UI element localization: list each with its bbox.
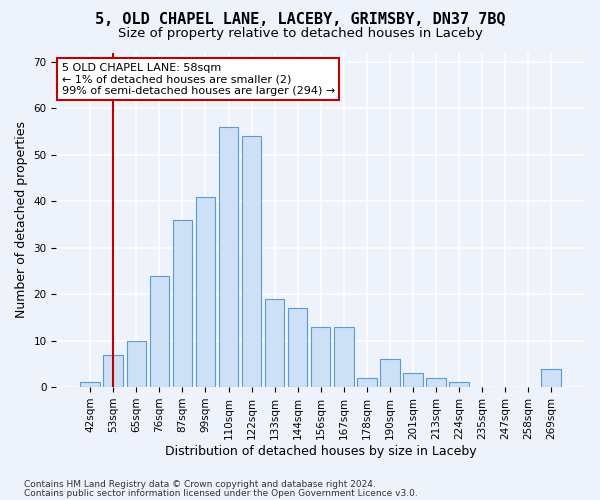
Text: Contains HM Land Registry data © Crown copyright and database right 2024.: Contains HM Land Registry data © Crown c…: [24, 480, 376, 489]
Text: 5 OLD CHAPEL LANE: 58sqm
← 1% of detached houses are smaller (2)
99% of semi-det: 5 OLD CHAPEL LANE: 58sqm ← 1% of detache…: [62, 62, 335, 96]
Bar: [196, 196, 215, 387]
Bar: [541, 368, 561, 387]
Bar: [334, 326, 353, 387]
Text: Contains public sector information licensed under the Open Government Licence v3: Contains public sector information licen…: [24, 488, 418, 498]
Bar: [357, 378, 377, 387]
Bar: [265, 299, 284, 387]
Text: Size of property relative to detached houses in Laceby: Size of property relative to detached ho…: [118, 28, 482, 40]
Bar: [426, 378, 446, 387]
Bar: [311, 326, 331, 387]
Bar: [173, 220, 192, 387]
Bar: [242, 136, 262, 387]
Bar: [149, 276, 169, 387]
Bar: [288, 308, 307, 387]
Bar: [449, 382, 469, 387]
Bar: [80, 382, 100, 387]
X-axis label: Distribution of detached houses by size in Laceby: Distribution of detached houses by size …: [165, 444, 476, 458]
Bar: [380, 359, 400, 387]
Bar: [103, 354, 123, 387]
Bar: [219, 127, 238, 387]
Bar: [127, 340, 146, 387]
Text: 5, OLD CHAPEL LANE, LACEBY, GRIMSBY, DN37 7BQ: 5, OLD CHAPEL LANE, LACEBY, GRIMSBY, DN3…: [95, 12, 505, 28]
Bar: [403, 373, 422, 387]
Y-axis label: Number of detached properties: Number of detached properties: [15, 122, 28, 318]
